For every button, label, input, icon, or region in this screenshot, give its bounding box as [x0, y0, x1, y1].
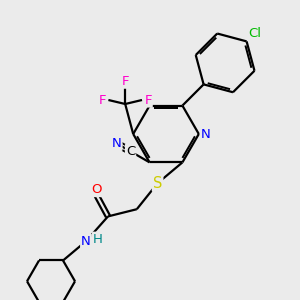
- Text: F: F: [99, 94, 106, 106]
- Text: Cl: Cl: [248, 27, 261, 40]
- Text: H: H: [93, 233, 103, 246]
- Text: F: F: [122, 75, 129, 88]
- Text: N: N: [81, 235, 91, 248]
- Text: C: C: [126, 145, 135, 158]
- Text: N: N: [112, 137, 122, 150]
- Text: S: S: [153, 176, 162, 191]
- Text: N: N: [201, 128, 211, 140]
- Text: F: F: [144, 94, 152, 106]
- Text: O: O: [92, 183, 102, 196]
